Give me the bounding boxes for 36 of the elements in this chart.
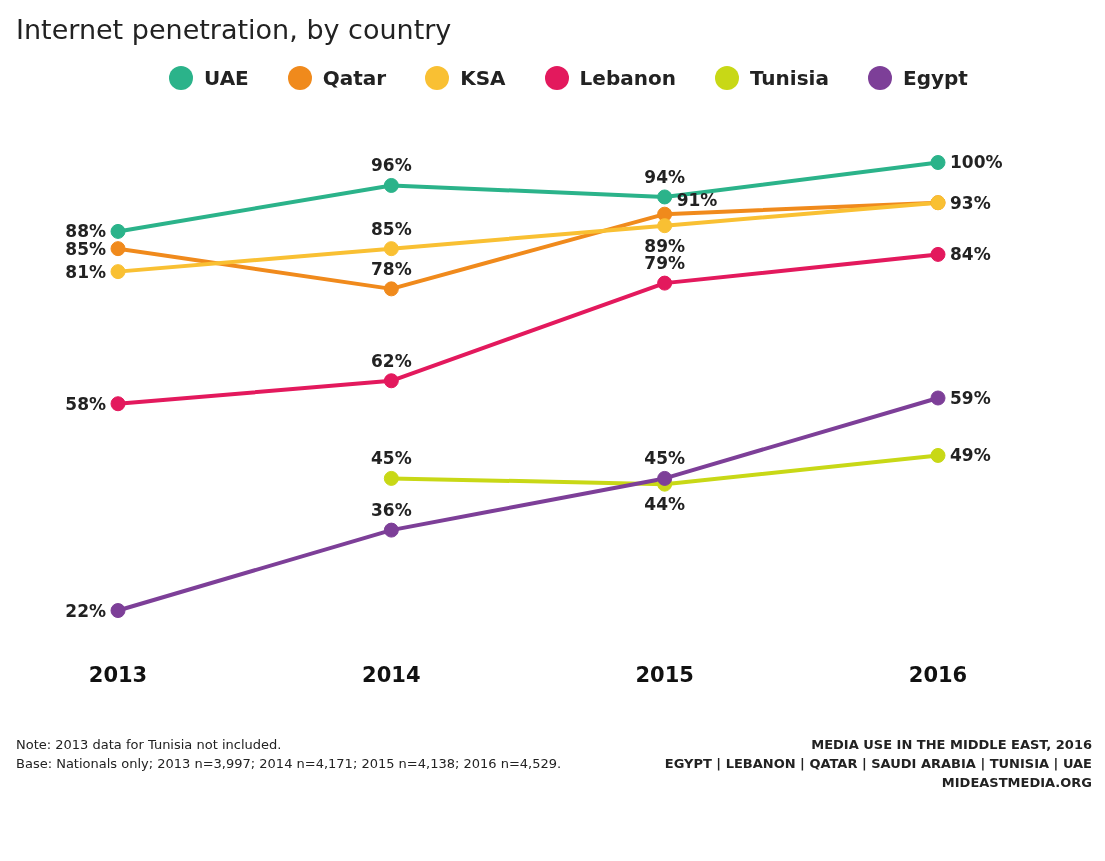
data-label: 89% bbox=[644, 235, 686, 256]
chart-title: Internet penetration, by country bbox=[15, 13, 453, 45]
legend-label: Tunisia bbox=[749, 66, 829, 90]
text: Base: Nationals only; 2013 n=3,997; 2014 n=4,171; 2015 n=4,138; 2016 n=4,529. bbox=[16, 755, 562, 773]
text: Note: 2013 data for Tunisia not included. bbox=[16, 736, 283, 754]
data-label: 36% bbox=[370, 500, 412, 521]
data-label: 93% bbox=[950, 192, 991, 213]
data-label: 84% bbox=[950, 244, 991, 265]
x-tick-label: 2013 bbox=[88, 662, 148, 687]
legend-label: KSA bbox=[460, 66, 506, 90]
data-label: 91% bbox=[676, 190, 718, 211]
legend-label: Qatar bbox=[322, 66, 387, 90]
x-tick-label: 2014 bbox=[362, 662, 421, 687]
data-label: 96% bbox=[370, 155, 412, 176]
data-label: 44% bbox=[644, 494, 686, 515]
text: MEDIA USE IN THE MIDDLE EAST, 2016 bbox=[810, 736, 1092, 754]
data-label: 100% bbox=[950, 152, 1003, 173]
data-label: 22% bbox=[65, 600, 106, 621]
text: EGYPT | LEBANON | QATAR | SAUDI ARABIA | TUNISIA | UAE bbox=[664, 755, 1092, 773]
x-tick-label: 2015 bbox=[635, 662, 694, 687]
legend-label: UAE bbox=[204, 66, 249, 90]
data-label: 62% bbox=[370, 350, 412, 371]
data-label: 94% bbox=[644, 166, 686, 187]
legend-label: Egypt bbox=[902, 66, 968, 90]
data-label: 58% bbox=[65, 393, 106, 414]
data-label: 45% bbox=[370, 448, 412, 469]
data-label: 81% bbox=[65, 261, 106, 282]
data-label: 78% bbox=[370, 258, 412, 279]
data-label: 85% bbox=[370, 218, 412, 239]
x-tick-label: 2016 bbox=[908, 662, 968, 687]
legend-label: Lebanon bbox=[579, 66, 676, 90]
text: MIDEASTMEDIA.ORG bbox=[940, 774, 1092, 792]
data-label: 49% bbox=[950, 445, 991, 466]
data-label: 45% bbox=[644, 448, 686, 469]
data-label: 59% bbox=[950, 388, 991, 408]
data-label: 79% bbox=[644, 253, 686, 274]
